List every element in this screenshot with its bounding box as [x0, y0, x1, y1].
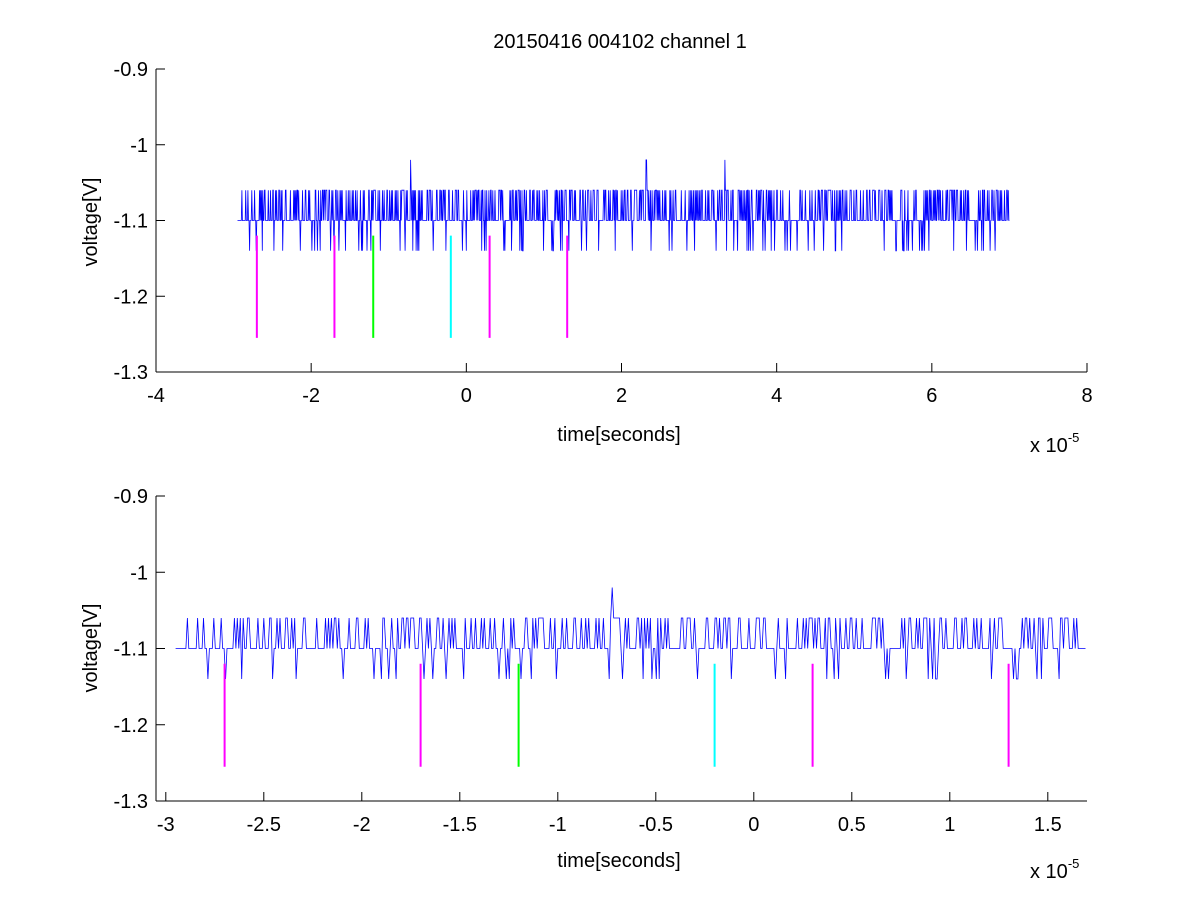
bottom-x-axis-label: time[seconds] [557, 850, 680, 872]
bottom-y-axis-label: voltage[V] [80, 604, 102, 693]
bottom-signal-trace [175, 587, 1086, 680]
bottom-y-tick-label: -0.9 [114, 486, 148, 508]
top-x-exponent: x 10-5 [1030, 430, 1079, 457]
bottom-x-exponent: x 10-5 [1030, 856, 1079, 883]
top-x-tick-label: 0 [461, 385, 472, 407]
bottom-y-tick-label: -1 [130, 562, 148, 584]
bottom-y-tick-label: -1.2 [114, 715, 148, 737]
top-subplot: voltage[V] time[seconds] x 10-5 -1.3 -1.2… [80, 59, 1093, 457]
bottom-x-tick-label: 1.5 [1034, 814, 1062, 836]
top-x-tick-label: 6 [926, 385, 937, 407]
top-x-tick-label: 4 [771, 385, 782, 407]
top-x-tick-label: 2 [616, 385, 627, 407]
figure-title: 20150416 004102 channel 1 [493, 31, 747, 53]
top-x-axis-label: time[seconds] [557, 424, 680, 446]
top-y-tick-label: -1 [130, 135, 148, 157]
bottom-x-exponent-base: x 10 [1030, 861, 1068, 883]
top-y-tick-label: -0.9 [114, 59, 148, 81]
bottom-x-tick-label: -2 [353, 814, 371, 836]
bottom-x-tick-label: -1 [549, 814, 567, 836]
top-x-exponent-base: x 10 [1030, 435, 1068, 457]
bottom-y-tick-label: -1.1 [114, 639, 148, 661]
top-y-tick-label: -1.2 [114, 286, 148, 308]
top-x-tick-label: -4 [147, 385, 165, 407]
top-y-tick-label: -1.1 [114, 211, 148, 233]
top-x-tick-label: 8 [1081, 385, 1092, 407]
top-y-tick-label: -1.3 [114, 362, 148, 384]
bottom-x-tick-label: -3 [157, 814, 175, 836]
bottom-x-tick-label: -1.5 [443, 814, 477, 836]
top-x-tick-label: -2 [302, 385, 320, 407]
bottom-subplot: voltage[V] time[seconds] x 10-5 -1.3 -1.2… [80, 486, 1087, 883]
bottom-x-exponent-power: -5 [1068, 856, 1080, 871]
bottom-x-tick-label: 1 [944, 814, 955, 836]
top-x-exponent-power: -5 [1068, 430, 1080, 445]
bottom-x-tick-label: 0 [748, 814, 759, 836]
bottom-x-tick-label: 0.5 [838, 814, 866, 836]
bottom-y-tick-label: -1.3 [114, 791, 148, 813]
bottom-x-tick-label: -2.5 [247, 814, 281, 836]
bottom-x-tick-label: -0.5 [639, 814, 673, 836]
top-signal-trace [237, 159, 1010, 252]
top-y-axis-label: voltage[V] [80, 178, 102, 267]
